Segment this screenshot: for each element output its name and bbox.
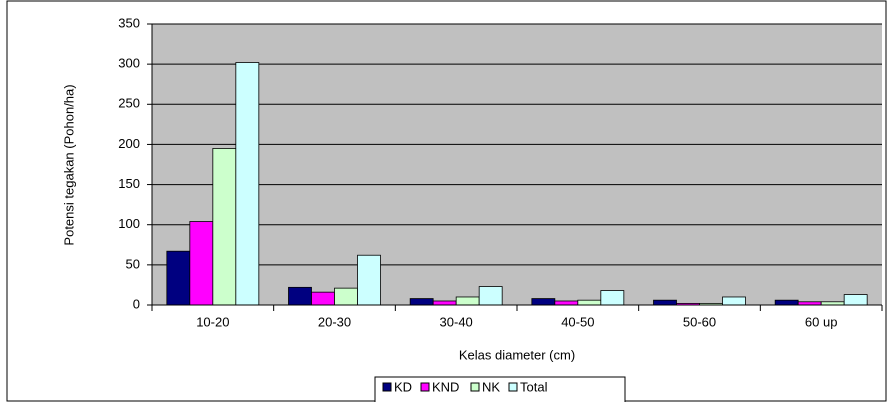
bar: [166, 250, 191, 306]
y-tick-label: 100: [118, 216, 140, 231]
bar: [554, 300, 579, 306]
bar: [189, 221, 214, 306]
x-tick-label: 60 up: [805, 314, 838, 329]
legend-label: NK: [482, 379, 500, 394]
legend-label: KND: [432, 379, 459, 394]
bar: [212, 148, 237, 306]
y-tick-label: 200: [118, 136, 140, 151]
bar: [334, 287, 358, 306]
bar: [653, 299, 677, 306]
legend-label: Total: [520, 379, 548, 394]
bar: [409, 298, 434, 306]
y-tick-label: 300: [118, 56, 140, 71]
bar: [722, 296, 746, 306]
x-axis-title: Kelas diameter (cm): [459, 347, 575, 362]
legend-box: [374, 376, 626, 402]
bar: [311, 291, 335, 306]
x-tick-label: 20-30: [318, 314, 351, 329]
bar: [577, 299, 602, 306]
y-tick-label: 0: [133, 296, 140, 311]
legend-swatch: [420, 382, 430, 392]
bar: [288, 286, 312, 306]
y-axis-title: Potensi tegakan (Pohon/ha): [61, 84, 76, 245]
bar: [774, 299, 799, 306]
legend-label: KD: [394, 379, 412, 394]
plot-area: [152, 24, 882, 305]
bar: [478, 286, 503, 306]
bar: [600, 290, 625, 306]
legend-swatch: [470, 382, 480, 392]
y-tick-label: 350: [118, 15, 140, 30]
x-tick-label: 10-20: [196, 314, 229, 329]
bar: [235, 62, 260, 306]
y-tick-label: 150: [118, 176, 140, 191]
bar: [455, 296, 480, 306]
legend-swatch: [382, 382, 392, 392]
bar: [432, 300, 457, 306]
bar: [531, 298, 556, 306]
y-tick-label: 250: [118, 96, 140, 111]
y-tick-label: 50: [126, 256, 140, 271]
x-tick-label: 30-40: [440, 314, 473, 329]
x-tick-label: 50-60: [683, 314, 716, 329]
x-tick-label: 40-50: [561, 314, 594, 329]
bar: [843, 294, 868, 306]
legend-swatch: [508, 382, 518, 392]
bar: [357, 254, 381, 306]
